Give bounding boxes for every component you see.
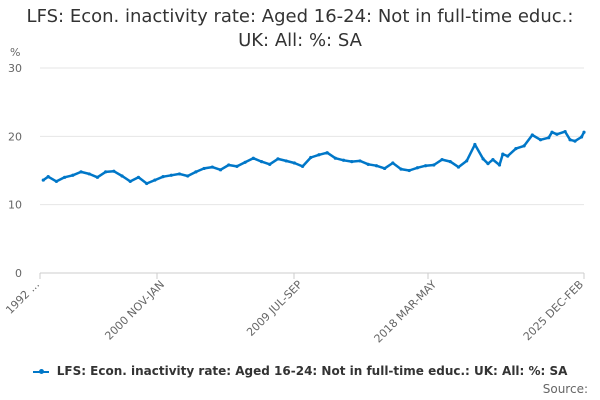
data-point[interactable] [350, 160, 354, 164]
data-point[interactable] [145, 181, 149, 186]
data-point[interactable] [276, 157, 280, 161]
data-point[interactable] [120, 174, 124, 178]
data-point[interactable] [547, 136, 551, 140]
series-line[interactable] [42, 130, 586, 185]
data-point[interactable] [501, 152, 505, 156]
data-point[interactable] [112, 169, 116, 173]
data-point[interactable] [41, 178, 45, 182]
x-tick-label: 1992 ... [3, 278, 42, 317]
data-point[interactable] [71, 173, 75, 177]
legend[interactable]: LFS: Econ. inactivity rate: Aged 16-24: … [0, 364, 600, 378]
data-point[interactable] [538, 138, 543, 142]
data-point[interactable] [579, 135, 584, 139]
data-point[interactable] [194, 170, 198, 174]
data-point[interactable] [522, 144, 526, 148]
chart-title: LFS: Econ. inactivity rate: Aged 16-24: … [26, 6, 574, 51]
data-point[interactable] [87, 172, 91, 176]
x-tick-label: 2018 MAR-MAY [372, 278, 440, 346]
data-point[interactable] [243, 160, 247, 164]
series-layer [41, 129, 586, 186]
data-point[interactable] [300, 164, 305, 168]
data-point[interactable] [79, 170, 83, 174]
x-tick-label: 2009 JUL-SEP [244, 278, 305, 339]
data-point[interactable] [153, 178, 157, 182]
y-tick-label: 30 [8, 62, 22, 75]
data-point[interactable] [95, 175, 100, 179]
data-point[interactable] [465, 159, 469, 163]
grid-lines [40, 67, 584, 274]
data-point[interactable] [333, 156, 337, 160]
data-point[interactable] [128, 179, 132, 184]
data-point[interactable] [473, 142, 477, 147]
data-point[interactable] [63, 175, 67, 179]
data-point[interactable] [177, 172, 182, 176]
data-point[interactable] [136, 175, 141, 179]
data-point[interactable] [491, 157, 495, 162]
data-point[interactable] [341, 158, 346, 162]
source-label: Source: [542, 382, 588, 396]
legend-swatch-icon [32, 367, 49, 377]
data-point[interactable] [530, 133, 534, 137]
data-point[interactable] [309, 155, 313, 160]
data-point[interactable] [424, 164, 428, 168]
data-point[interactable] [366, 162, 370, 166]
y-tick-label: 0 [15, 267, 22, 280]
data-point[interactable] [497, 163, 502, 167]
legend-label: LFS: Econ. inactivity rate: Aged 16-24: … [56, 364, 568, 378]
data-point[interactable] [582, 130, 586, 134]
data-point[interactable] [415, 166, 420, 170]
data-point[interactable] [573, 139, 577, 143]
data-point[interactable] [325, 151, 329, 155]
data-point[interactable] [210, 165, 214, 169]
x-tick-label: 2025 DEC-FEB [521, 278, 586, 343]
data-point[interactable] [317, 153, 321, 157]
data-point[interactable] [568, 138, 572, 142]
data-point[interactable] [227, 163, 231, 167]
tick-labels: 0 10 20 30% 1992 ... 2000 NOV-JAN 2009 JUL-SEP… [3, 46, 586, 346]
data-point[interactable] [268, 162, 272, 166]
data-point[interactable] [407, 168, 411, 173]
data-point[interactable] [550, 130, 554, 134]
data-point[interactable] [391, 161, 395, 165]
data-point[interactable] [251, 156, 255, 160]
y-tick-label: 10 [8, 199, 22, 212]
data-point[interactable] [563, 129, 567, 134]
data-point[interactable] [218, 168, 223, 172]
y-axis-label: % [10, 46, 20, 59]
data-point[interactable] [506, 154, 510, 158]
data-point[interactable] [169, 173, 173, 177]
data-point[interactable] [456, 165, 461, 169]
x-tick-label: 2000 NOV-JAN [102, 278, 167, 343]
data-point[interactable] [555, 132, 559, 136]
data-point[interactable] [374, 164, 379, 168]
data-point[interactable] [481, 157, 485, 161]
y-tick-label: 20 [8, 130, 22, 143]
data-point[interactable] [383, 166, 387, 171]
data-point[interactable] [399, 167, 403, 171]
data-point[interactable] [186, 174, 190, 178]
data-point[interactable] [432, 163, 436, 167]
data-point[interactable] [514, 147, 518, 151]
data-point[interactable] [440, 157, 444, 162]
data-point[interactable] [358, 159, 362, 163]
data-point[interactable] [284, 159, 288, 163]
axes [39, 272, 585, 279]
data-point[interactable] [259, 160, 264, 164]
data-point[interactable] [202, 166, 206, 171]
data-point[interactable] [46, 175, 50, 179]
data-point[interactable] [104, 170, 108, 174]
data-point[interactable] [54, 179, 59, 184]
data-point[interactable] [486, 162, 490, 166]
data-point[interactable] [235, 164, 239, 168]
data-point[interactable] [161, 175, 165, 179]
data-point[interactable] [448, 160, 452, 164]
data-point[interactable] [292, 161, 296, 165]
